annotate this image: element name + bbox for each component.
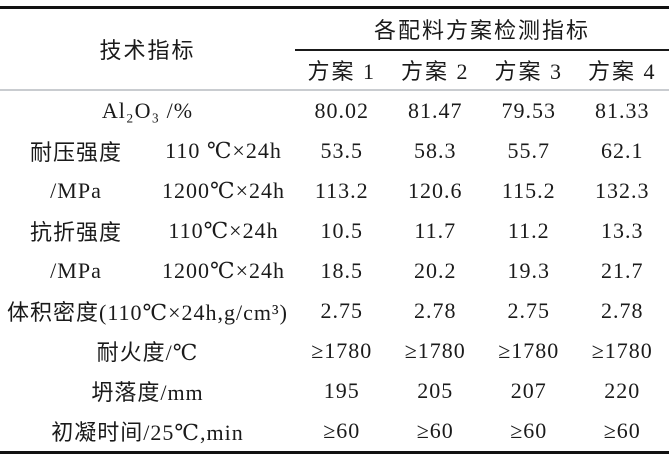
table-row-flexural-110: 抗折强度 110℃×24h 10.5 11.7 11.2 13.3 xyxy=(0,211,669,251)
value-plan4: 132.3 xyxy=(595,178,650,203)
value-plan2: 58.3 xyxy=(414,138,457,163)
value-plan1: ≥60 xyxy=(323,418,361,443)
row-category: 抗折强度 xyxy=(29,220,122,245)
value-plan3: 19.3 xyxy=(507,258,550,283)
value-plan3: 115.2 xyxy=(501,178,556,203)
header-plan-3: 方案 3 xyxy=(494,59,563,84)
table-body: Al₂O₃ /% 80.02 81.47 79.53 81.33 耐压强度 11… xyxy=(0,91,669,451)
row-label: 坍落度/mm xyxy=(91,380,204,405)
value-plan3: ≥60 xyxy=(510,418,548,443)
value-plan3: 11.2 xyxy=(507,218,550,243)
header-technical-indicators: 技术指标 xyxy=(99,38,196,63)
row-label: Al₂O₃ /% xyxy=(101,98,194,123)
row-category: /MPa xyxy=(50,258,102,283)
value-plan4: 220 xyxy=(604,378,641,403)
table-row-initial-setting-time: 初凝时间/25℃,min ≥60 ≥60 ≥60 ≥60 xyxy=(0,411,669,451)
header-plan-1: 方案 1 xyxy=(307,59,376,84)
value-plan3: 2.75 xyxy=(507,298,550,323)
value-plan2: 20.2 xyxy=(414,258,457,283)
row-category: /MPa xyxy=(50,178,102,203)
value-plan1: ≥1780 xyxy=(311,338,373,363)
row-category: 耐压强度 xyxy=(29,140,122,165)
value-plan4: 2.78 xyxy=(601,298,644,323)
table-row-slump: 坍落度/mm 195 205 207 220 xyxy=(0,371,669,411)
value-plan4: 13.3 xyxy=(601,218,644,243)
value-plan3: 207 xyxy=(510,378,547,403)
table-row-compressive-1200: /MPa 1200℃×24h 113.2 120.6 115.2 132.3 xyxy=(0,171,669,211)
header-plan-group: 各配料方案检测指标 xyxy=(295,9,669,51)
value-plan2: 120.6 xyxy=(408,178,463,203)
value-plan4: ≥1780 xyxy=(591,338,653,363)
value-plan4: 62.1 xyxy=(601,138,644,163)
value-plan4: 21.7 xyxy=(601,258,644,283)
value-plan4: 81.33 xyxy=(595,98,650,123)
row-label: 初凝时间/25℃,min xyxy=(51,420,244,445)
value-plan4: ≥60 xyxy=(603,418,641,443)
value-plan2: 2.78 xyxy=(414,298,457,323)
value-plan1: 195 xyxy=(323,378,360,403)
value-plan3: ≥1780 xyxy=(498,338,560,363)
value-plan2: ≥1780 xyxy=(404,338,466,363)
row-condition: 110 ℃×24h xyxy=(165,138,282,163)
value-plan1: 113.2 xyxy=(314,178,369,203)
row-label: 体积密度(110℃×24h,g/cm³) xyxy=(7,300,288,325)
value-plan2: 205 xyxy=(417,378,454,403)
value-plan2: ≥60 xyxy=(416,418,454,443)
value-plan1: 10.5 xyxy=(320,218,363,243)
row-condition: 1200℃×24h xyxy=(161,258,286,283)
table-row-compressive-110: 耐压强度 110 ℃×24h 53.5 58.3 55.7 62.1 xyxy=(0,131,669,171)
table-row-refractoriness: 耐火度/℃ ≥1780 ≥1780 ≥1780 ≥1780 xyxy=(0,331,669,371)
row-label: 耐火度/℃ xyxy=(96,340,199,365)
table-header: 技术指标 各配料方案检测指标 方案 1 方案 2 方案 3 方案 4 xyxy=(0,9,669,91)
specs-table: 技术指标 各配料方案检测指标 方案 1 方案 2 方案 3 方案 4 Al₂O₃… xyxy=(0,6,669,454)
value-plan1: 18.5 xyxy=(320,258,363,283)
table-row-al2o3: Al₂O₃ /% 80.02 81.47 79.53 81.33 xyxy=(0,91,669,131)
table-row-bulk-density: 体积密度(110℃×24h,g/cm³) 2.75 2.78 2.75 2.78 xyxy=(0,291,669,331)
value-plan3: 55.7 xyxy=(507,138,550,163)
header-plan-4: 方案 4 xyxy=(587,59,657,84)
value-plan3: 79.53 xyxy=(501,98,556,123)
row-condition: 110℃×24h xyxy=(168,218,279,243)
value-plan2: 81.47 xyxy=(408,98,463,123)
value-plan1: 80.02 xyxy=(314,98,369,123)
row-condition: 1200℃×24h xyxy=(161,178,286,203)
table-row-flexural-1200: /MPa 1200℃×24h 18.5 20.2 19.3 21.7 xyxy=(0,251,669,291)
value-plan2: 11.7 xyxy=(414,218,457,243)
header-plan-2: 方案 2 xyxy=(400,59,470,84)
value-plan1: 53.5 xyxy=(320,138,363,163)
value-plan1: 2.75 xyxy=(320,298,363,323)
